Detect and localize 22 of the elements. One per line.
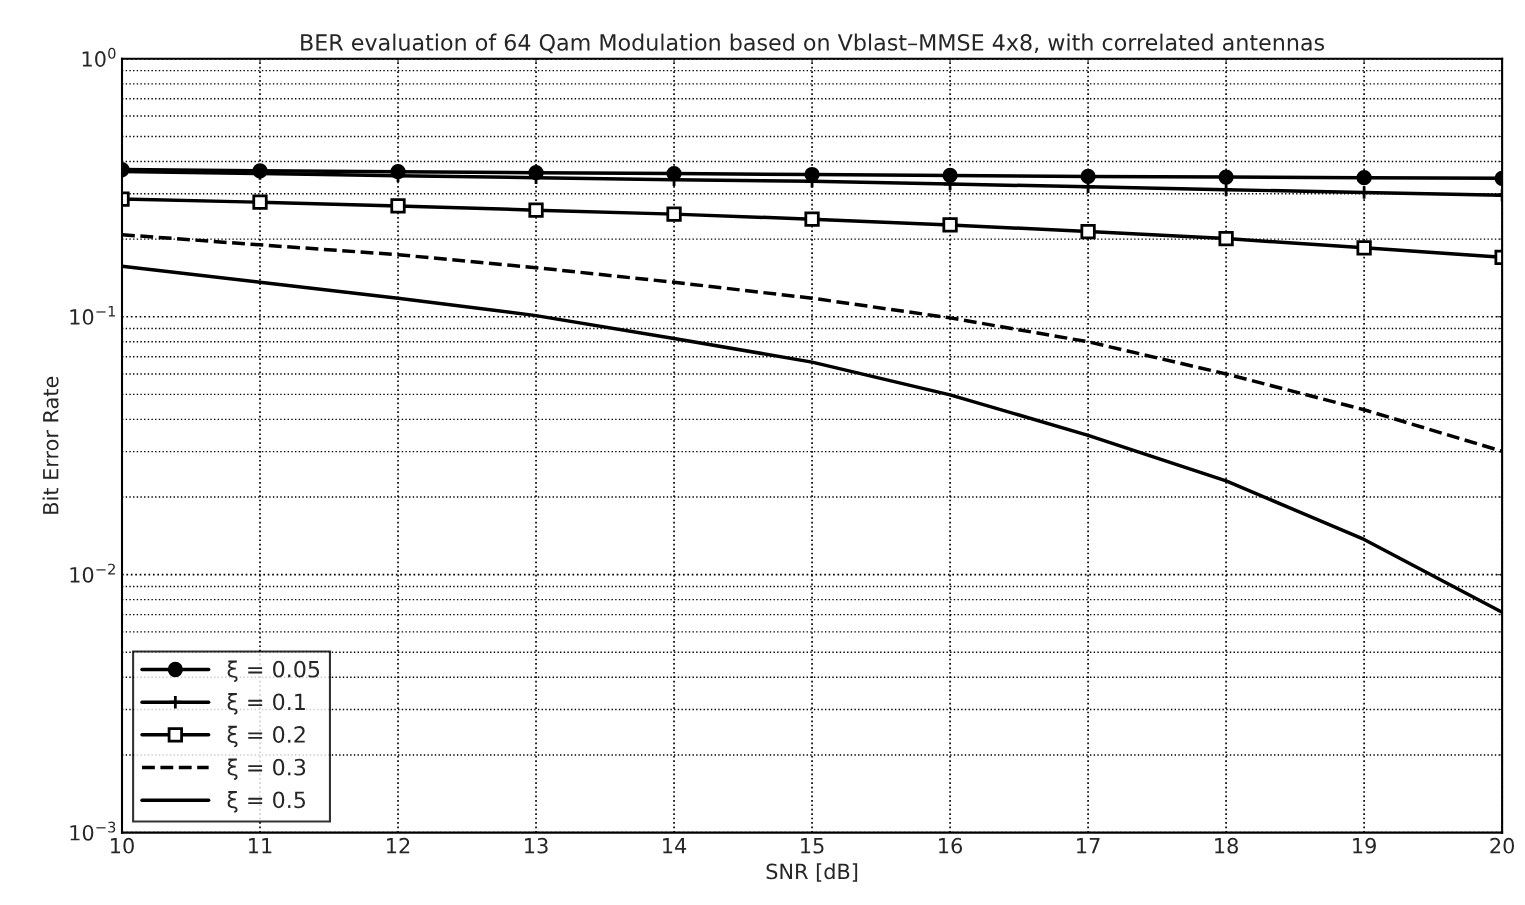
y-tick-label: 10$^{0}$ [82,47,116,67]
x-tick-label: 11 [249,838,272,854]
chart-title: BER evaluation of 64 Qam Modulation based on Vblast–MMSE 4x8, with correlated antennas [301,33,1325,54]
legend-label: ξ = 0.05 [227,660,320,682]
x-tick-label: 15 [801,838,824,854]
x-tick-label: 18 [1215,837,1238,854]
legend-label: ξ = 0.1 [227,693,305,715]
y-tick-label: 10$^{−1}$ [70,305,116,325]
legend-label: ξ = 0.5 [227,791,305,813]
x-tick-label: 14 [663,838,687,854]
legend-label: ξ = 0.3 [227,758,306,780]
x-axis-title: SNR [dB] [766,863,858,882]
legend-label: ξ = 0.2 [227,725,305,748]
y-tick-label: 10$^{−2}$ [70,563,115,583]
x-tick-label: 12 [387,837,410,854]
y-axis-title: Bit Error Rate [42,376,59,514]
x-tick-label: 10 [111,837,134,854]
x-tick-label: 17 [1077,838,1100,854]
x-tick-label: 19 [1353,837,1376,854]
x-tick-label: 13 [525,837,548,854]
x-tick-label: 20 [1490,837,1514,854]
x-tick-label: 16 [939,837,963,854]
